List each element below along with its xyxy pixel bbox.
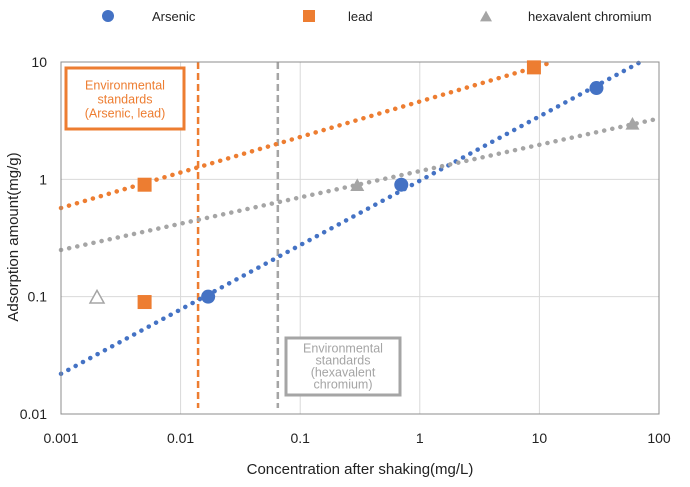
legend-arsenic-label: Arsenic	[152, 9, 196, 24]
arsenic-point	[394, 177, 409, 192]
y-tick-label: 1	[39, 171, 47, 187]
standards-hexavalent-chromium-text: chromium)	[313, 378, 372, 392]
arsenic-point	[589, 81, 604, 96]
lead-trendline	[58, 59, 556, 211]
legend-lead-label: lead	[348, 9, 373, 24]
standards-hexavalent-chromium-text: standards	[316, 354, 371, 368]
y-tick-label: 0.01	[20, 406, 47, 422]
x-tick-label: 0.1	[290, 430, 310, 446]
lead-point	[137, 177, 152, 192]
standards-arsenic-lead-text: standards	[98, 93, 153, 107]
standards-arsenic-lead-text: Environmental	[85, 79, 165, 93]
grid-lines	[61, 62, 659, 414]
lead-point	[137, 295, 152, 310]
plot-area-frame	[60, 61, 660, 415]
standards-hexavalent-chromium-text: (hexavalent	[311, 366, 376, 380]
hexavalent-chromium-point	[350, 178, 365, 192]
x-tick-label: 10	[532, 430, 548, 446]
y-tick-label: 10	[31, 54, 47, 70]
data-points	[88, 60, 640, 310]
x-tick-label: 0.001	[43, 430, 78, 446]
environmental-standard-lines	[196, 62, 280, 408]
lead-point	[526, 60, 541, 75]
y-tick-label: 0.1	[28, 289, 48, 305]
legend-lead-marker	[303, 10, 315, 22]
standards-hexavalent-chromium-text: Environmental	[303, 342, 383, 356]
arsenic-trendline	[58, 59, 643, 377]
x-tick-label: 1	[416, 430, 424, 446]
legend-hexavalent-chromium-label: hexavalent chromium	[528, 9, 652, 24]
standards-arsenic-lead-box	[64, 66, 186, 131]
standards-hexavalent-chromium-box	[284, 336, 402, 397]
x-tick-label: 100	[647, 430, 671, 446]
standards-arsenic-lead-text: (Arsenic, lead)	[85, 107, 166, 121]
y-axis-title: Adsorption amount(mg/g)	[5, 152, 22, 321]
legend-hexavalent-chromium-marker	[480, 10, 492, 22]
legend: Arsenic lead hexavalent chromium	[102, 9, 652, 24]
x-tick-label: 0.01	[167, 430, 194, 446]
legend-arsenic-marker	[102, 10, 114, 22]
hexavalent-chromium-point	[625, 117, 640, 130]
x-axis-title: Concentration after shaking(mg/L)	[247, 461, 474, 478]
arsenic-point	[201, 289, 216, 304]
x-axis-ticks: 0.001 0.01 0.1 1 10 100	[43, 430, 670, 446]
hexavalent-chromium-point	[88, 288, 106, 304]
y-axis-ticks: 0.01 0.1 1 10	[20, 54, 47, 422]
